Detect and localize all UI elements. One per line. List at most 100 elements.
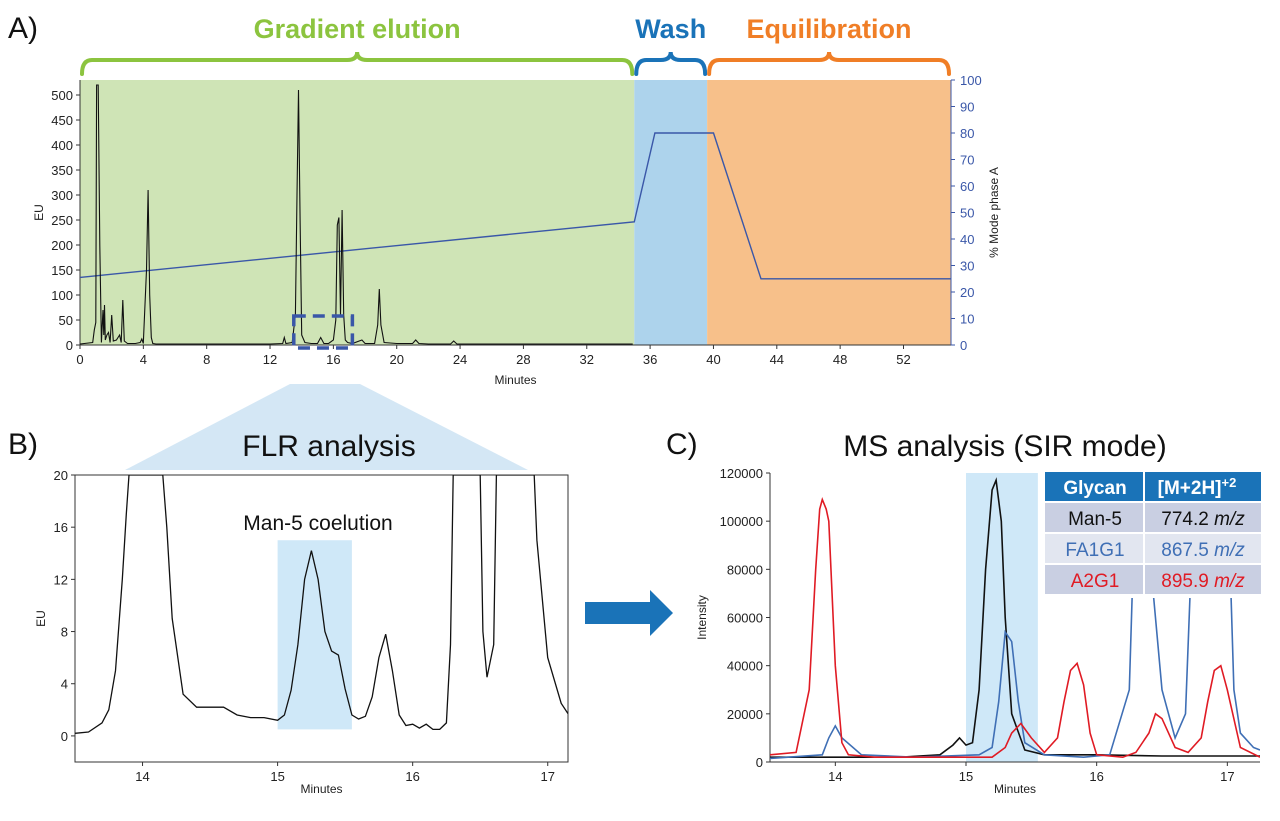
c-highlight-region — [966, 473, 1038, 762]
panel-c-label: C) — [666, 428, 698, 461]
panel-b: B) FLR analysis 0 4 8 12 16 20 14 15 16 17 Minutes… — [8, 428, 569, 796]
c-ylabel: Intensity — [695, 595, 709, 640]
a-ylabel: EU — [32, 204, 46, 221]
panel-a-series — [79, 84, 951, 350]
a-ytick-label: 350 — [51, 163, 73, 178]
c-ytick-label: 120000 — [720, 466, 763, 481]
b-ytick-label: 20 — [54, 468, 68, 483]
table-header-glycan: Glycan — [1063, 478, 1126, 499]
phase-bracket-1 — [634, 51, 708, 76]
a-xtick-label: 8 — [203, 352, 210, 367]
zoom-box — [292, 314, 355, 350]
a-y2tick-label: 30 — [960, 259, 974, 274]
a-y2tick-label: 100 — [960, 73, 982, 88]
phase-bracket-0 — [80, 51, 635, 76]
a-xtick-label: 44 — [770, 352, 784, 367]
panel-c: C) MS analysis (SIR mode) 0 20000 40000 600… — [666, 428, 1263, 796]
table-mz-unit: m/z — [1214, 571, 1245, 592]
a-xtick-label: 32 — [580, 352, 594, 367]
b-xtick-label: 17 — [541, 769, 555, 784]
panel-b-title: FLR analysis — [242, 430, 415, 463]
c-xtick-label: 15 — [959, 769, 973, 784]
a-xtick-label: 40 — [706, 352, 720, 367]
b-ylabel: EU — [34, 610, 48, 627]
panel-a-label: A) — [8, 12, 38, 45]
b-xlabel: Minutes — [300, 782, 342, 796]
a-ytick-label: 50 — [59, 313, 73, 328]
c-ytick-label: 40000 — [727, 659, 763, 674]
table-glycan-0: Man-5 — [1068, 509, 1122, 530]
table-mz-1: 867.5 m/z — [1161, 540, 1245, 561]
table-cell — [1145, 534, 1261, 563]
table-cell — [1045, 565, 1143, 594]
b-xtick-label: 16 — [405, 769, 419, 784]
a-xlabel: Minutes — [494, 373, 536, 387]
table-header-cell — [1045, 472, 1143, 501]
a-xtick-label: 36 — [643, 352, 657, 367]
b-ytick-label: 8 — [61, 625, 68, 640]
c-series-man-5 — [770, 477, 1260, 758]
man5-coelution-annotation: Man-5 coelution — [243, 512, 392, 535]
table-header-charge: +2 — [1222, 475, 1237, 490]
a-ytick-label: 150 — [51, 263, 73, 278]
a-y2tick-label: 80 — [960, 126, 974, 141]
table-mz-2: 895.9 m/z — [1161, 571, 1245, 592]
a-ytick-label: 400 — [51, 138, 73, 153]
right-arrow-icon — [585, 590, 673, 636]
c-ytick-label: 60000 — [727, 611, 763, 626]
table-mz-0: 774.2 m/z — [1161, 509, 1245, 530]
table-cell — [1145, 565, 1261, 594]
a-ytick-label: 250 — [51, 213, 73, 228]
phase-region-2 — [707, 80, 951, 345]
table-cell — [1045, 534, 1143, 563]
c-xtick-label: 16 — [1089, 769, 1103, 784]
a-y2tick-label: 60 — [960, 179, 974, 194]
a-xtick-label: 28 — [516, 352, 530, 367]
b-ytick-label: 16 — [54, 520, 68, 535]
a-y2tick-label: 50 — [960, 206, 974, 221]
a-y2tick-label: 70 — [960, 153, 974, 168]
c-ytick-label: 80000 — [727, 562, 763, 577]
table-mz-unit: m/z — [1214, 540, 1245, 561]
zoom-cone — [125, 384, 528, 470]
a-xtick-label: 48 — [833, 352, 847, 367]
phase-region-0 — [80, 80, 635, 345]
b-xtick-label: 14 — [135, 769, 149, 784]
a-series-flr-trace — [79, 84, 633, 345]
table-header-cell — [1145, 472, 1261, 501]
phase-region-1 — [634, 80, 708, 345]
a-ytick-label: 500 — [51, 88, 73, 103]
phase-brackets: Gradient elution Wash Equilibration — [80, 14, 951, 76]
c-series-fa1g1 — [770, 473, 1260, 760]
panel-b-plot: 0 4 8 12 16 20 14 15 16 17 Minutes EU — [34, 468, 569, 796]
a-xtick-label: 20 — [389, 352, 403, 367]
a-xtick-label: 4 — [140, 352, 147, 367]
a-xtick-label: 52 — [896, 352, 910, 367]
b-frame — [74, 474, 569, 763]
table-glycan-1: FA1G1 — [1065, 540, 1124, 561]
a-ytick-label: 300 — [51, 188, 73, 203]
phase-label-0: Gradient elution — [254, 14, 461, 44]
a-xtick-label: 16 — [326, 352, 340, 367]
a-series-mobile-phase — [79, 132, 951, 280]
panel-c-plot: 0 20000 40000 60000 80000 100000 120000 14 15 16 1… — [695, 466, 1260, 796]
c-xtick-label: 14 — [828, 769, 842, 784]
b-ytick-label: 4 — [61, 677, 68, 692]
phase-label-2: Equilibration — [747, 14, 912, 44]
b-highlight-region — [277, 540, 352, 730]
c-ytick-label: 100000 — [720, 514, 763, 529]
table-cell — [1145, 503, 1261, 532]
a-xtick-label: 24 — [453, 352, 467, 367]
panel-a-axes: 0501001502002503003504004505000102030405… — [32, 73, 1001, 387]
a-y2tick-label: 90 — [960, 100, 974, 115]
a-xtick-label: 12 — [263, 352, 277, 367]
panel-a: A) Gradient elution Wash Equilibration 0 50… — [8, 12, 1001, 387]
b-ytick-label: 12 — [54, 572, 68, 587]
c-xtick-label: 17 — [1220, 769, 1234, 784]
c-ytick-label: 0 — [756, 755, 763, 770]
a-xtick-label: 0 — [76, 352, 83, 367]
a-y2tick-label: 20 — [960, 285, 974, 300]
b-xtick-label: 15 — [270, 769, 284, 784]
